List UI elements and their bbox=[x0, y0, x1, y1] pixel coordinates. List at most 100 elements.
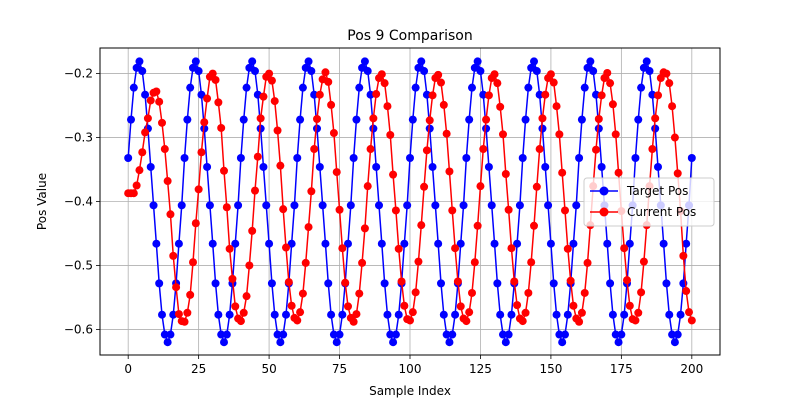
data-point-current-pos bbox=[538, 114, 547, 123]
data-point-current-pos bbox=[256, 114, 265, 123]
data-point-current-pos bbox=[242, 292, 251, 301]
data-point-current-pos bbox=[338, 244, 347, 253]
data-point-current-pos bbox=[679, 251, 688, 260]
data-point-target-pos bbox=[499, 330, 507, 339]
data-point-target-pos bbox=[276, 338, 285, 347]
data-point-target-pos bbox=[346, 201, 355, 210]
data-point-target-pos bbox=[349, 154, 358, 163]
data-point-target-pos bbox=[620, 310, 629, 319]
data-point-current-pos bbox=[360, 224, 369, 233]
data-point-current-pos bbox=[451, 244, 460, 253]
data-point-target-pos bbox=[558, 338, 567, 347]
data-point-target-pos bbox=[493, 279, 502, 288]
data-point-target-pos bbox=[313, 124, 321, 133]
x-tick-label: 25 bbox=[191, 362, 206, 376]
data-point-current-pos bbox=[344, 302, 352, 311]
x-tick-label: 150 bbox=[539, 362, 562, 376]
data-point-current-pos bbox=[315, 90, 324, 99]
data-point-target-pos bbox=[572, 201, 581, 210]
data-point-current-pos bbox=[172, 283, 181, 292]
data-point-current-pos bbox=[473, 221, 482, 230]
data-point-current-pos bbox=[267, 76, 276, 85]
data-point-current-pos bbox=[279, 205, 288, 214]
data-point-target-pos bbox=[631, 154, 640, 163]
data-point-target-pos bbox=[279, 330, 288, 339]
data-point-target-pos bbox=[501, 338, 510, 347]
data-point-target-pos bbox=[152, 239, 161, 248]
data-point-current-pos bbox=[158, 118, 166, 127]
data-point-current-pos bbox=[583, 258, 592, 267]
data-point-current-pos bbox=[682, 287, 691, 296]
y-tick-label: −0.3 bbox=[64, 131, 93, 145]
data-point-current-pos bbox=[408, 308, 417, 317]
data-point-current-pos bbox=[310, 145, 319, 154]
data-point-current-pos bbox=[541, 90, 550, 99]
data-point-target-pos bbox=[265, 239, 274, 248]
data-point-target-pos bbox=[186, 83, 195, 92]
data-point-target-pos bbox=[541, 162, 550, 171]
data-point-current-pos bbox=[549, 78, 558, 87]
data-point-current-pos bbox=[575, 317, 584, 326]
data-point-current-pos bbox=[307, 187, 316, 196]
data-point-target-pos bbox=[141, 90, 150, 99]
data-point-current-pos bbox=[620, 244, 629, 253]
data-point-target-pos bbox=[146, 162, 155, 171]
data-point-target-pos bbox=[406, 154, 414, 163]
data-point-target-pos bbox=[375, 201, 383, 210]
y-tick-label: −0.4 bbox=[64, 195, 93, 209]
data-point-current-pos bbox=[493, 79, 502, 88]
data-point-target-pos bbox=[203, 162, 212, 171]
data-point-target-pos bbox=[267, 279, 276, 288]
data-point-current-pos bbox=[270, 97, 279, 106]
data-point-target-pos bbox=[248, 57, 257, 66]
data-point-current-pos bbox=[639, 257, 648, 266]
data-point-target-pos bbox=[149, 201, 158, 210]
data-point-current-pos bbox=[304, 223, 313, 232]
data-point-target-pos bbox=[608, 310, 617, 319]
data-point-current-pos bbox=[470, 258, 479, 267]
data-point-current-pos bbox=[143, 114, 152, 123]
data-point-current-pos bbox=[521, 308, 530, 317]
legend-box bbox=[583, 177, 715, 227]
data-point-current-pos bbox=[518, 317, 527, 326]
data-point-current-pos bbox=[546, 70, 555, 79]
data-point-current-pos bbox=[484, 91, 493, 100]
data-point-current-pos bbox=[197, 148, 206, 157]
data-point-current-pos bbox=[377, 70, 386, 79]
data-point-target-pos bbox=[208, 239, 217, 248]
data-point-target-pos bbox=[561, 330, 569, 339]
data-point-target-pos bbox=[634, 115, 643, 124]
data-point-current-pos bbox=[662, 69, 671, 78]
data-point-target-pos bbox=[603, 239, 612, 248]
data-point-current-pos bbox=[203, 94, 212, 103]
data-point-current-pos bbox=[358, 258, 367, 267]
x-tick-label: 175 bbox=[610, 362, 633, 376]
data-point-target-pos bbox=[389, 338, 398, 347]
data-point-target-pos bbox=[293, 154, 302, 163]
data-point-current-pos bbox=[141, 128, 150, 137]
data-point-target-pos bbox=[205, 201, 214, 210]
data-point-target-pos bbox=[544, 201, 553, 210]
data-point-target-pos bbox=[490, 239, 499, 248]
data-point-current-pos bbox=[558, 168, 567, 177]
data-point-target-pos bbox=[344, 239, 352, 248]
grid bbox=[100, 48, 720, 355]
data-point-target-pos bbox=[659, 239, 668, 248]
data-point-current-pos bbox=[386, 130, 395, 139]
data-point-target-pos bbox=[411, 83, 420, 92]
data-point-target-pos bbox=[482, 124, 491, 133]
x-tick-label: 0 bbox=[124, 362, 132, 376]
data-point-target-pos bbox=[239, 115, 248, 124]
data-point-current-pos bbox=[369, 114, 378, 123]
data-point-target-pos bbox=[642, 57, 651, 66]
data-point-current-pos bbox=[555, 130, 564, 139]
data-point-target-pos bbox=[682, 239, 691, 248]
data-point-current-pos bbox=[183, 308, 192, 317]
data-point-target-pos bbox=[637, 83, 646, 92]
data-point-current-pos bbox=[329, 129, 338, 138]
data-point-current-pos bbox=[685, 308, 693, 317]
y-tick-label: −0.5 bbox=[64, 258, 93, 272]
data-point-current-pos bbox=[341, 278, 350, 287]
data-point-target-pos bbox=[329, 330, 338, 339]
data-point-current-pos bbox=[479, 145, 488, 154]
